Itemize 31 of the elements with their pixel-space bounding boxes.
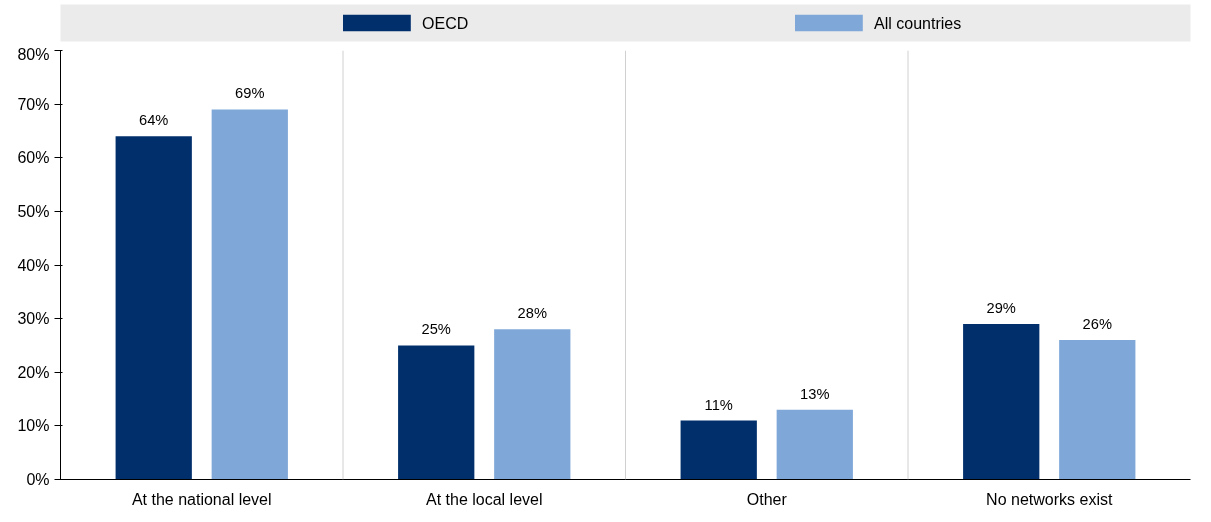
bar	[963, 323, 1040, 480]
data-label: 11%	[704, 396, 733, 413]
data-label: 28%	[517, 305, 547, 322]
data-label: 26%	[1082, 316, 1112, 333]
y-tick-label: 0%	[26, 471, 50, 488]
y-tick-label: 60%	[17, 149, 50, 167]
bar	[776, 409, 853, 480]
bar	[211, 109, 288, 480]
y-tick-label: 30%	[17, 310, 50, 328]
bar	[398, 345, 475, 480]
y-tick-label: 20%	[17, 363, 50, 381]
x-tick-label: At the national level	[131, 490, 272, 508]
bar	[494, 329, 571, 480]
data-label: 25%	[421, 321, 451, 338]
bar	[1059, 340, 1136, 480]
y-tick-label: 80%	[17, 45, 50, 63]
legend-label: OECD	[422, 14, 469, 32]
legend-label: All countries	[874, 14, 962, 32]
x-tick-label: At the local level	[426, 490, 543, 508]
data-label: 13%	[800, 385, 830, 402]
y-tick-label: 40%	[17, 256, 50, 274]
y-tick-label: 70%	[17, 95, 50, 113]
bar	[680, 420, 757, 480]
x-tick-label: Other	[746, 490, 788, 508]
bar	[115, 136, 192, 480]
data-label: 29%	[986, 299, 1016, 316]
x-tick-label: No networks exist	[986, 490, 1113, 508]
y-tick-label: 10%	[17, 417, 50, 435]
y-tick-label: 50%	[17, 202, 50, 220]
data-label: 69%	[235, 85, 265, 102]
data-label: 64%	[139, 112, 169, 129]
